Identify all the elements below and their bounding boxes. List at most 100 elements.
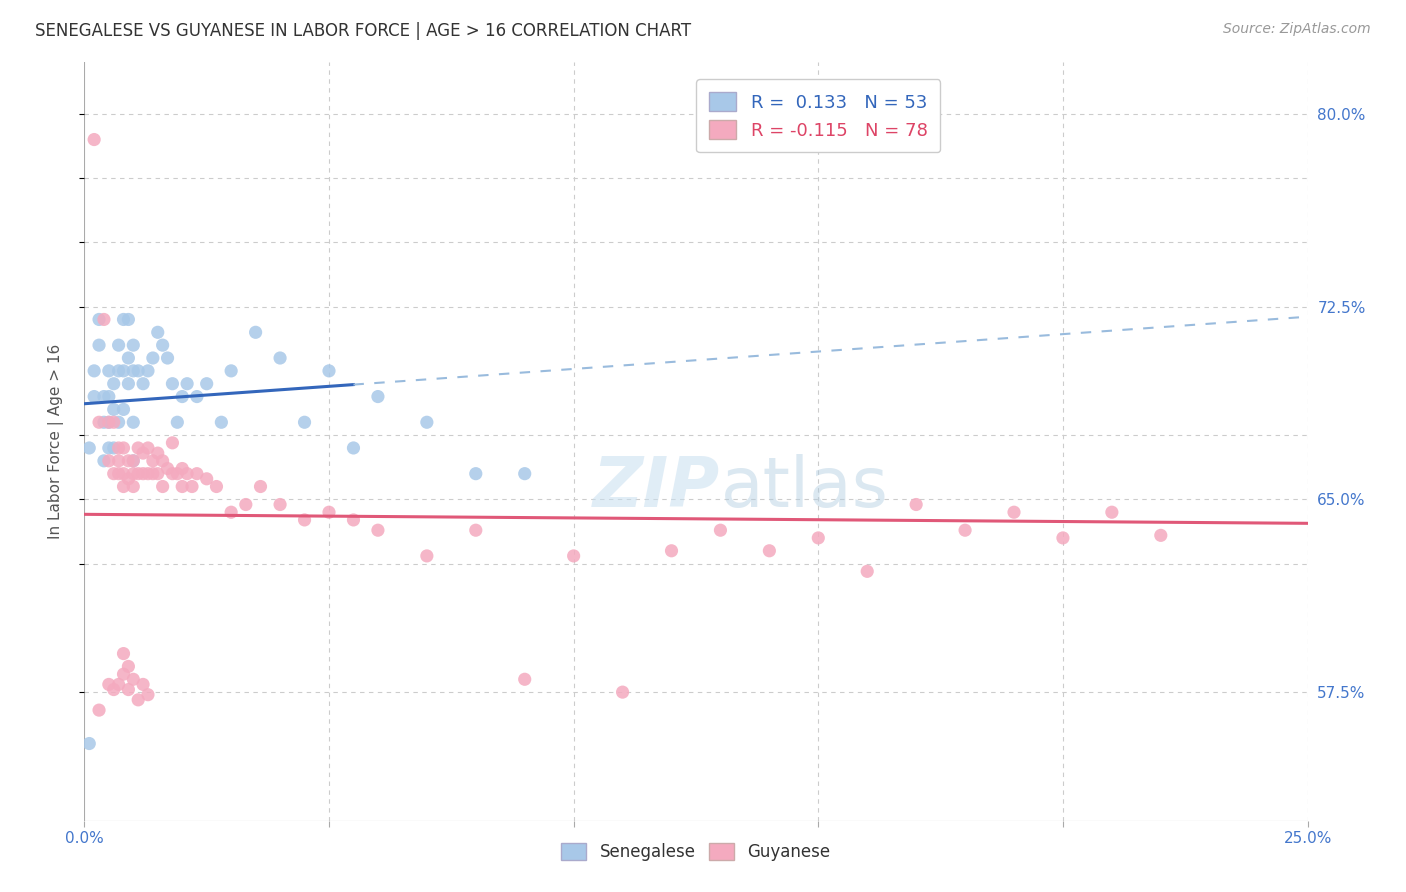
Point [156,351,179,365]
Point [112,667,135,681]
Point [112,402,135,417]
Point [127,364,149,378]
Point [318,505,340,519]
Point [87,703,110,717]
Point [367,523,389,537]
Point [122,364,145,378]
Point [107,415,129,429]
Point [122,338,145,352]
Point [166,467,188,481]
Point [181,479,204,493]
Y-axis label: In Labor Force | Age > 16: In Labor Force | Age > 16 [48,344,63,539]
Point [219,364,242,378]
Text: SENEGALESE VS GUYANESE IN LABOR FORCE | AGE > 16 CORRELATION CHART: SENEGALESE VS GUYANESE IN LABOR FORCE | … [35,22,692,40]
Point [122,415,145,429]
Point [209,415,232,429]
Point [162,435,184,450]
Point [464,523,486,537]
Point [112,647,135,661]
Point [117,472,139,486]
Point [103,441,125,455]
Point [142,351,165,365]
Point [107,338,129,352]
Point [122,454,145,468]
Point [97,415,120,429]
Point [117,659,139,673]
Point [758,543,780,558]
Point [142,467,165,481]
Point [146,467,169,481]
Text: atlas: atlas [720,453,889,521]
Point [294,415,316,429]
Point [93,415,115,429]
Point [117,376,139,391]
Point [142,454,165,468]
Point [269,498,291,512]
Point [112,467,135,481]
Point [416,549,439,563]
Point [186,390,208,404]
Text: ZIP: ZIP [593,453,720,521]
Point [132,677,155,691]
Point [856,565,879,579]
Point [97,454,120,468]
Point [513,467,536,481]
Point [162,376,184,391]
Point [416,415,439,429]
Point [176,376,198,391]
Point [77,737,100,751]
Point [107,454,129,468]
Point [77,441,100,455]
Text: Source: ZipAtlas.com: Source: ZipAtlas.com [1223,22,1371,37]
Point [905,498,928,512]
Point [103,682,125,697]
Point [269,351,291,365]
Point [122,454,145,468]
Point [97,415,120,429]
Point [112,364,135,378]
Point [176,467,198,481]
Point [103,376,125,391]
Point [367,390,389,404]
Point [953,523,976,537]
Point [93,312,115,326]
Point [195,376,218,391]
Point [709,523,731,537]
Point [103,415,125,429]
Point [117,454,139,468]
Point [807,531,830,545]
Point [117,351,139,365]
Point [93,454,115,468]
Point [87,415,110,429]
Point [87,338,110,352]
Point [612,685,634,699]
Point [219,505,242,519]
Point [136,467,159,481]
Point [562,549,585,563]
Point [342,513,364,527]
Point [195,472,218,486]
Point [294,513,316,527]
Point [136,688,159,702]
Point [83,390,105,404]
Point [83,364,105,378]
Point [132,376,155,391]
Point [132,467,155,481]
Point [97,364,120,378]
Point [152,454,174,468]
Point [97,677,120,691]
Point [122,673,145,687]
Point [103,467,125,481]
Point [245,326,267,340]
Point [132,446,155,460]
Point [172,461,194,475]
Point [513,673,536,687]
Point [146,326,169,340]
Point [122,479,145,493]
Point [342,441,364,455]
Point [127,467,149,481]
Point [112,479,135,493]
Point [136,364,159,378]
Point [156,461,179,475]
Point [136,441,159,455]
